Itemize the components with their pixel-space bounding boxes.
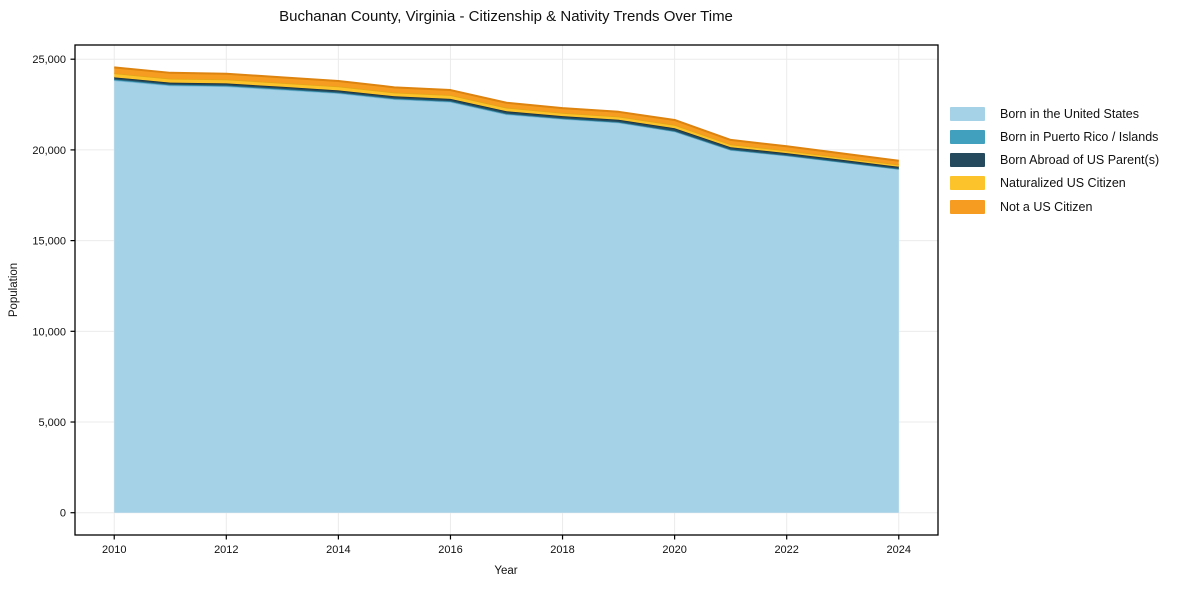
area-naturalized-us-citizen — [114, 73, 899, 167]
x-tick-label: 2014 — [326, 544, 350, 556]
chart-title: Buchanan County, Virginia - Citizenship … — [279, 8, 733, 25]
legend-swatch — [950, 129, 985, 144]
stacked-areas — [114, 66, 899, 513]
x-tick-label: 2012 — [214, 544, 238, 556]
legend-swatch — [950, 199, 985, 214]
area-edge-not-a-us-citizen — [114, 66, 899, 162]
legend-label: Born in the United States — [1000, 106, 1139, 121]
y-tick-label: 15,000 — [32, 236, 66, 248]
y-tick-label: 0 — [60, 508, 66, 520]
area-born-in-the-united-states — [114, 80, 899, 513]
legend-item: Born Abroad of US Parent(s) — [950, 153, 1159, 168]
x-tick-label: 2020 — [662, 544, 686, 556]
legend-label: Born in Puerto Rico / Islands — [1000, 129, 1159, 144]
x-tick-label: 2016 — [438, 544, 462, 556]
y-tick-label: 20,000 — [32, 145, 66, 157]
legend-swatch — [950, 153, 985, 168]
legend-swatch — [950, 106, 985, 121]
legend-label: Naturalized US Citizen — [1000, 176, 1126, 191]
x-tick-label: 2022 — [774, 544, 798, 556]
y-tick-label: 5,000 — [38, 417, 66, 429]
y-tick-label: 10,000 — [32, 326, 66, 338]
legend: Born in the United States Born in Puerto … — [950, 106, 1159, 222]
legend-item: Born in the United States — [950, 106, 1159, 121]
legend-item: Not a US Citizen — [950, 199, 1159, 214]
x-tick-label: 2018 — [550, 544, 574, 556]
x-tick-label: 2024 — [887, 544, 911, 556]
legend-label: Born Abroad of US Parent(s) — [1000, 153, 1160, 168]
x-axis-title: Year — [494, 565, 518, 577]
y-tick-label: 25,000 — [32, 54, 66, 66]
x-tick-label: 2010 — [102, 544, 126, 556]
legend-label: Not a US Citizen — [1000, 199, 1093, 214]
plot-border — [74, 44, 939, 536]
area-not-a-us-citizen — [114, 67, 899, 165]
legend-item: Naturalized US Citizen — [950, 176, 1159, 191]
axis-ticks: 2010 2012 2014 2016 2018 2020 2022 2024 0 5,000 10… — [32, 54, 911, 556]
legend-item: Born in Puerto Rico / Islands — [950, 129, 1159, 144]
legend-swatch — [950, 176, 985, 191]
